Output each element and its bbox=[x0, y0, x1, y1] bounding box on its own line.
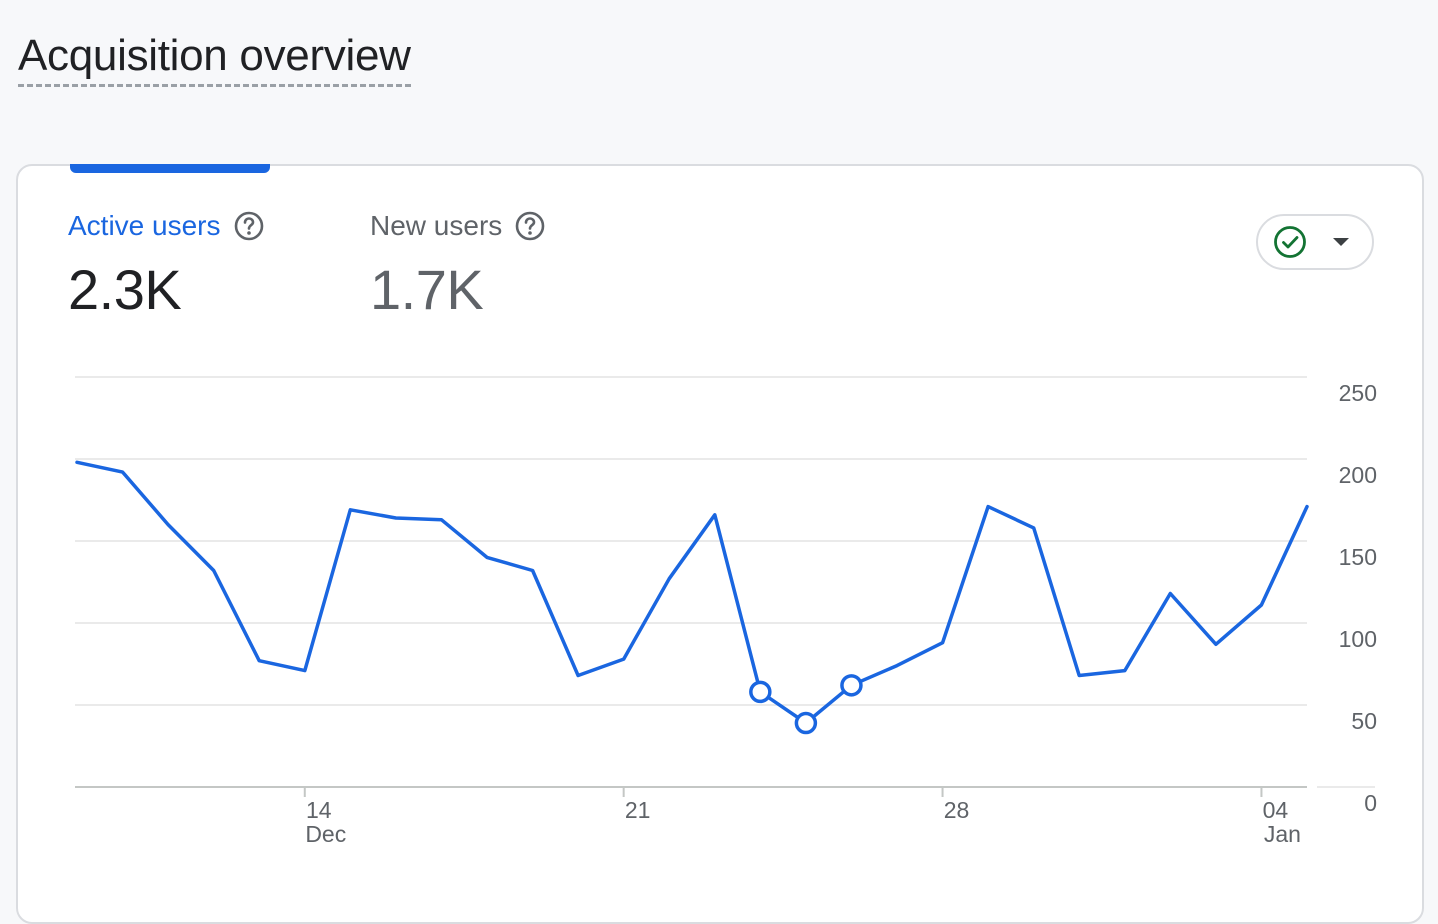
data-quality-dropdown[interactable] bbox=[1256, 214, 1374, 270]
y-tick-label: 100 bbox=[1339, 626, 1377, 652]
x-tick-month-label: Jan bbox=[1264, 821, 1301, 847]
metric-label: New users bbox=[370, 210, 503, 241]
y-tick-label: 250 bbox=[1339, 380, 1377, 406]
metric-value: 1.7K bbox=[370, 258, 484, 321]
caret-down-icon bbox=[1333, 238, 1349, 246]
metric-value: 2.3K bbox=[68, 258, 182, 321]
y-tick-label: 0 bbox=[1364, 790, 1377, 816]
acquisition-card: Active users 2.3K New users 1.7K bbox=[16, 164, 1424, 924]
series-active-users bbox=[75, 460, 1309, 735]
metric-tab-active-users[interactable]: Active users 2.3K bbox=[68, 208, 265, 322]
y-axis-ticks: 250 200 150 100 50 0 bbox=[1339, 380, 1377, 816]
x-tick-label: 21 bbox=[625, 797, 651, 823]
metric-label: Active users bbox=[68, 210, 221, 241]
x-tick-label: 04 bbox=[1263, 797, 1289, 823]
x-tick-month-label: Dec bbox=[305, 821, 346, 847]
help-circle-icon[interactable] bbox=[514, 210, 546, 242]
active-tab-indicator bbox=[70, 164, 270, 173]
help-circle-icon[interactable] bbox=[233, 210, 265, 242]
x-tick-label: 14 bbox=[306, 797, 332, 823]
metric-tab-new-users[interactable]: New users 1.7K bbox=[370, 208, 546, 322]
data-point-marker[interactable] bbox=[840, 674, 863, 697]
y-tick-label: 200 bbox=[1339, 462, 1377, 488]
grid-lines bbox=[75, 376, 1375, 788]
data-point-marker[interactable] bbox=[794, 711, 818, 735]
y-tick-label: 150 bbox=[1339, 544, 1377, 570]
page-title: Acquisition overview bbox=[18, 30, 411, 87]
data-point-marker[interactable] bbox=[749, 680, 772, 704]
check-circle-icon bbox=[1274, 226, 1306, 258]
x-tick-label: 28 bbox=[944, 797, 970, 823]
y-tick-label: 50 bbox=[1351, 708, 1377, 734]
series-line bbox=[75, 460, 1309, 725]
